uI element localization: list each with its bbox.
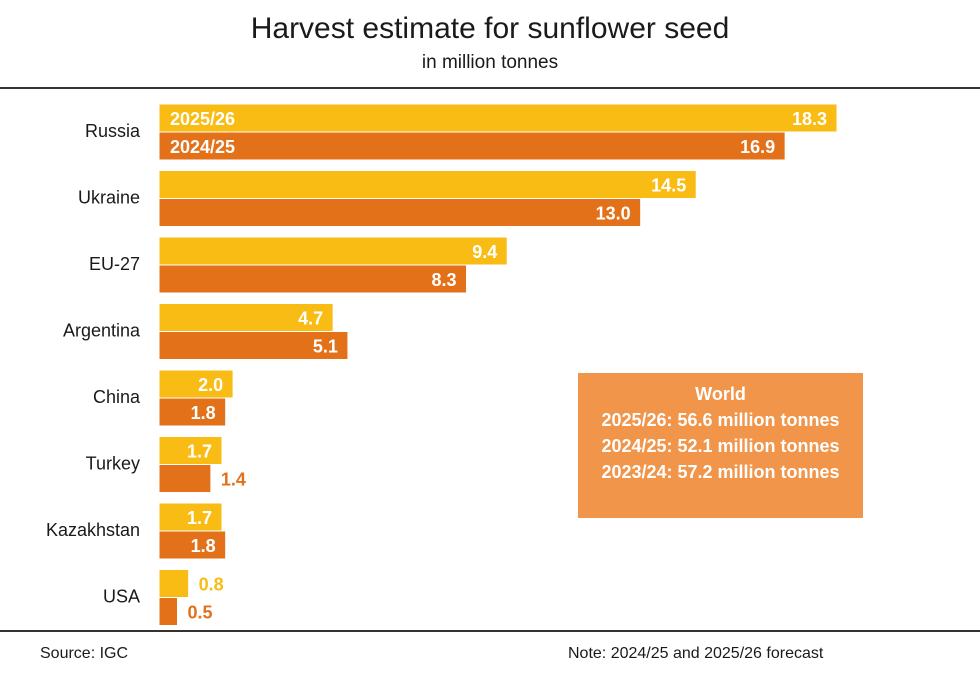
- bar-turkey-2025-26: [158, 436, 223, 465]
- bar-usa-2024-25: [158, 597, 179, 626]
- bar-eu-27-2024-25: [158, 264, 468, 294]
- value-label-eu-27-2025-26: 9.4: [472, 242, 497, 262]
- value-label-china-2025-26: 2.0: [198, 375, 223, 395]
- value-label-china-2024-25: 1.8: [191, 403, 216, 423]
- bar-ukraine-2025-26: [158, 170, 697, 199]
- value-label-russia-2024-25: 16.9: [740, 137, 775, 157]
- world-line-2025: 2025/26: 56.6 million tonnes: [601, 410, 840, 430]
- value-label-russia-2025-26: 18.3: [792, 109, 827, 129]
- bar-kazakhstan-2025-26: [158, 502, 223, 532]
- bar-russia-2024-25: [158, 131, 786, 161]
- bar-eu-27-2025-26: [158, 236, 508, 266]
- bar-turkey-2024-25: [158, 464, 212, 493]
- value-label-turkey-2024-25: 1.4: [221, 470, 246, 490]
- world-summary-box: World 2025/26: 56.6 million tonnes 2024/…: [578, 373, 863, 518]
- category-label-china: China: [93, 387, 141, 407]
- world-line-2024: 2024/25: 52.1 million tonnes: [601, 436, 840, 456]
- bar-russia-2025-26: [158, 103, 838, 133]
- category-label-turkey: Turkey: [86, 454, 140, 474]
- value-label-turkey-2025-26: 1.7: [187, 442, 212, 462]
- value-label-kazakhstan-2024-25: 1.8: [191, 536, 216, 556]
- value-label-argentina-2024-25: 5.1: [313, 337, 338, 357]
- value-label-usa-2024-25: 0.5: [188, 603, 213, 623]
- category-label-argentina: Argentina: [63, 321, 141, 341]
- legend-label-2025-26: 2025/26: [170, 109, 235, 129]
- bar-kazakhstan-2024-25: [158, 530, 227, 560]
- bar-argentina-2024-25: [158, 331, 349, 360]
- value-label-kazakhstan-2025-26: 1.7: [187, 508, 212, 528]
- chart-title: Harvest estimate for sunflower seed: [250, 12, 730, 45]
- bar-china-2024-25: [158, 397, 227, 427]
- value-label-ukraine-2025-26: 14.5: [651, 176, 686, 196]
- value-label-ukraine-2024-25: 13.0: [596, 204, 631, 224]
- legend-label-2024-25: 2024/25: [170, 137, 235, 157]
- bar-argentina-2025-26: [158, 303, 334, 332]
- source-note: Source: IGC: [40, 645, 129, 662]
- bar-usa-2025-26: [158, 569, 190, 598]
- chart-subtitle: in million tonnes: [421, 52, 559, 73]
- bar-ukraine-2024-25: [158, 198, 642, 227]
- category-label-ukraine: Ukraine: [78, 188, 140, 208]
- world-line-2023: 2023/24: 57.2 million tonnes: [601, 462, 840, 482]
- bottom-divider: [0, 630, 980, 632]
- bar-china-2025-26: [158, 369, 234, 399]
- category-label-russia: Russia: [85, 121, 141, 141]
- value-label-eu-27-2024-25: 8.3: [431, 270, 456, 290]
- value-label-usa-2025-26: 0.8: [199, 575, 224, 595]
- category-label-usa: USA: [103, 587, 140, 607]
- world-heading: World: [695, 384, 746, 404]
- top-divider: [0, 87, 980, 89]
- category-label-eu-27: EU-27: [89, 254, 140, 274]
- forecast-note: Note: 2024/25 and 2025/26 forecast: [568, 645, 824, 662]
- category-label-kazakhstan: Kazakhstan: [46, 520, 140, 540]
- value-label-argentina-2025-26: 4.7: [298, 309, 323, 329]
